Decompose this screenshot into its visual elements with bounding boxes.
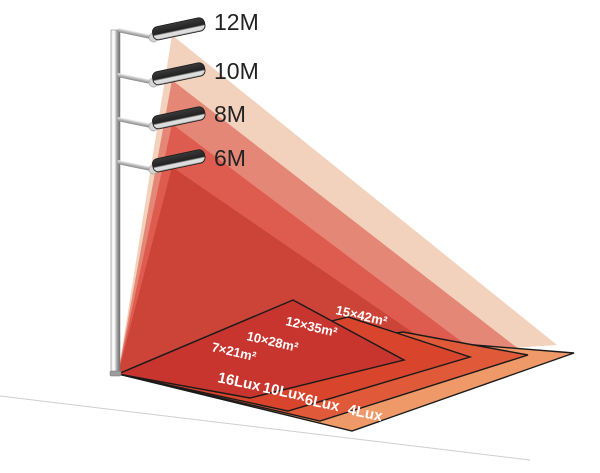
svg-text:10M: 10M <box>214 58 259 84</box>
svg-text:6M: 6M <box>214 145 246 171</box>
svg-text:12M: 12M <box>214 9 259 35</box>
svg-text:8M: 8M <box>214 101 246 127</box>
